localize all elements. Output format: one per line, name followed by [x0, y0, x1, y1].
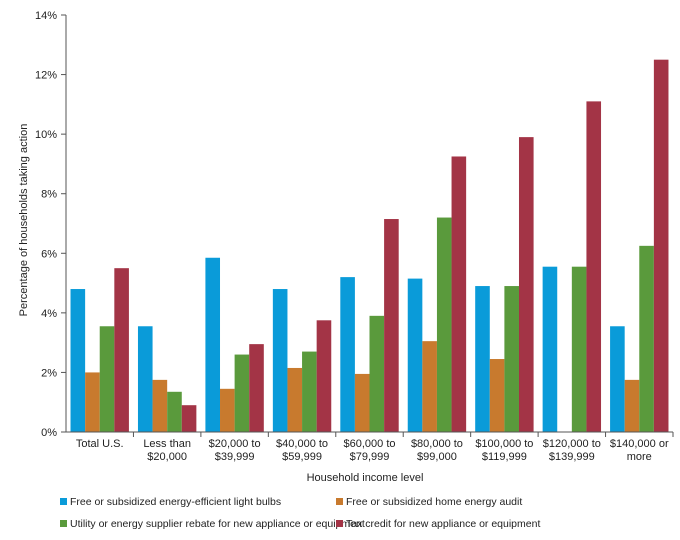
bar-3: [639, 245, 654, 432]
y-tick-label: 6%: [41, 248, 57, 260]
bar-1: [205, 257, 221, 432]
y-tick-label: 10%: [35, 129, 57, 141]
bar-2: [422, 341, 437, 432]
bar-4: [518, 137, 534, 432]
bar-3: [436, 217, 452, 432]
legend-swatch: [60, 520, 67, 527]
bar-2: [152, 379, 168, 432]
y-tick-label: 14%: [35, 10, 57, 22]
bar-3: [167, 391, 182, 432]
bar-1: [272, 289, 288, 432]
bar-1: [475, 286, 490, 432]
y-axis-ticks: 0% 2% 4% 6% 8% 10% 12% 14%: [35, 10, 66, 439]
y-tick-label: 4%: [41, 308, 57, 320]
bar-1: [70, 289, 86, 432]
bar-4: [586, 101, 602, 432]
x-axis-ticks: Total U.S. Less than $20,000 $20,000 to $39,…: [76, 432, 674, 463]
legend-swatch: [336, 520, 343, 527]
bar-4: [653, 59, 669, 433]
x-tick-label: $60,000 to $79,999: [344, 438, 396, 463]
y-tick-label: 0%: [41, 427, 57, 439]
x-tick-label: $20,000 to $39,999: [209, 438, 261, 463]
x-tick-label: $80,000 to $99,000: [411, 438, 463, 463]
bar-2: [287, 367, 303, 432]
x-tick-label: Less than $20,000: [143, 438, 191, 463]
legend-swatch: [60, 498, 67, 505]
bar-3: [234, 354, 250, 432]
bar-4: [181, 405, 197, 432]
bar-1: [137, 326, 153, 432]
bar-3: [504, 286, 519, 432]
bar-4: [451, 156, 467, 432]
legend-label: Free or subsidized energy-efficient ligh…: [70, 496, 281, 508]
y-tick-label: 8%: [41, 189, 57, 201]
bar-2: [489, 359, 505, 432]
bar-3: [302, 351, 317, 432]
bar-3: [99, 326, 115, 432]
y-tick-label: 2%: [41, 367, 57, 379]
legend-label: Tax credit for new appliance or equipmen…: [346, 518, 540, 530]
legend-swatch: [336, 498, 343, 505]
bar-1: [340, 277, 355, 432]
bar-3: [571, 266, 587, 432]
bar-1: [407, 278, 423, 432]
bar-1: [542, 266, 558, 432]
legend-label: Utility or energy supplier rebate for ne…: [70, 518, 365, 530]
bars: [70, 59, 669, 433]
bar-4: [114, 268, 129, 432]
bar-2: [85, 372, 100, 432]
y-axis-title: Percentage of households taking action: [18, 124, 30, 317]
bar-4: [384, 219, 399, 432]
bar-1: [610, 326, 625, 432]
legend-label: Free or subsidized home energy audit: [346, 496, 522, 508]
axes: [65, 15, 673, 433]
bar-3: [369, 315, 385, 432]
x-tick-label: $120,000 to $139,999: [543, 438, 601, 463]
x-axis-title: Household income level: [307, 472, 424, 484]
x-tick-label: $100,000 to $119,999: [475, 438, 533, 463]
bar-2: [624, 379, 640, 432]
bar-4: [316, 320, 332, 432]
x-tick-label: Total U.S.: [76, 438, 124, 450]
bar-2: [220, 388, 235, 432]
legend: Free or subsidized energy-efficient ligh…: [60, 496, 540, 530]
x-tick-label: $140,000 or more: [610, 438, 669, 463]
bar-4: [249, 344, 264, 432]
x-tick-label: $40,000 to $59,999: [276, 438, 328, 463]
bar-2: [354, 373, 370, 432]
y-tick-label: 12%: [35, 70, 57, 82]
